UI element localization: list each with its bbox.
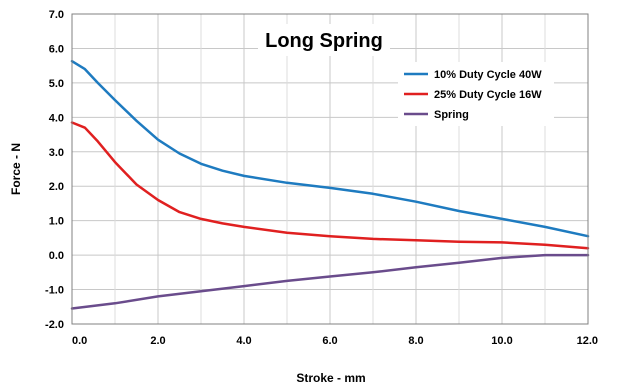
series-line-0 (70, 59, 590, 238)
y-tick-label: 5.0 (49, 78, 64, 90)
y-tick-label: 3.0 (49, 147, 64, 159)
x-tick-label: 4.0 (236, 335, 251, 347)
x-tick-label: 10.0 (491, 335, 512, 347)
y-tick-label: 2.0 (49, 181, 64, 193)
chart-title: Long Spring (265, 30, 383, 52)
legend: 10% Duty Cycle 40W 25% Duty Cycle 16W Spri… (398, 62, 554, 126)
y-tick-label: 7.0 (49, 9, 64, 21)
legend-label: 25% Duty Cycle 16W (434, 89, 542, 101)
x-axis-title: Stroke - mm (296, 371, 365, 385)
series-line-1 (70, 121, 590, 250)
plot-frame (71, 13, 589, 325)
y-tick-label: -2.0 (45, 319, 64, 331)
series-lines (70, 59, 590, 310)
y-tick-label: 6.0 (49, 43, 64, 55)
x-tick-label: 12.0 (577, 335, 598, 347)
x-tick-label: 8.0 (408, 335, 423, 347)
y-tick-label: -1.0 (45, 285, 64, 297)
y-axis-title: Force - N (9, 143, 23, 195)
x-tick-labels: 0.0 2.0 4.0 6.0 8.0 10.0 12.0 (72, 335, 598, 347)
y-tick-label: 1.0 (49, 216, 64, 228)
legend-label: Spring (434, 109, 469, 121)
y-tick-label: 4.0 (49, 112, 64, 124)
legend-label: 10% Duty Cycle 40W (434, 69, 542, 81)
x-tick-label: 6.0 (322, 335, 337, 347)
y-tick-label: 0.0 (49, 250, 64, 262)
y-tick-labels: -2.0 -1.0 0.0 1.0 2.0 3.0 4.0 5.0 6.0 7.0 (45, 9, 64, 331)
series-line-2 (70, 253, 590, 310)
x-tick-label: 0.0 (72, 335, 87, 347)
x-tick-label: 2.0 (150, 335, 165, 347)
title-box (258, 24, 390, 56)
